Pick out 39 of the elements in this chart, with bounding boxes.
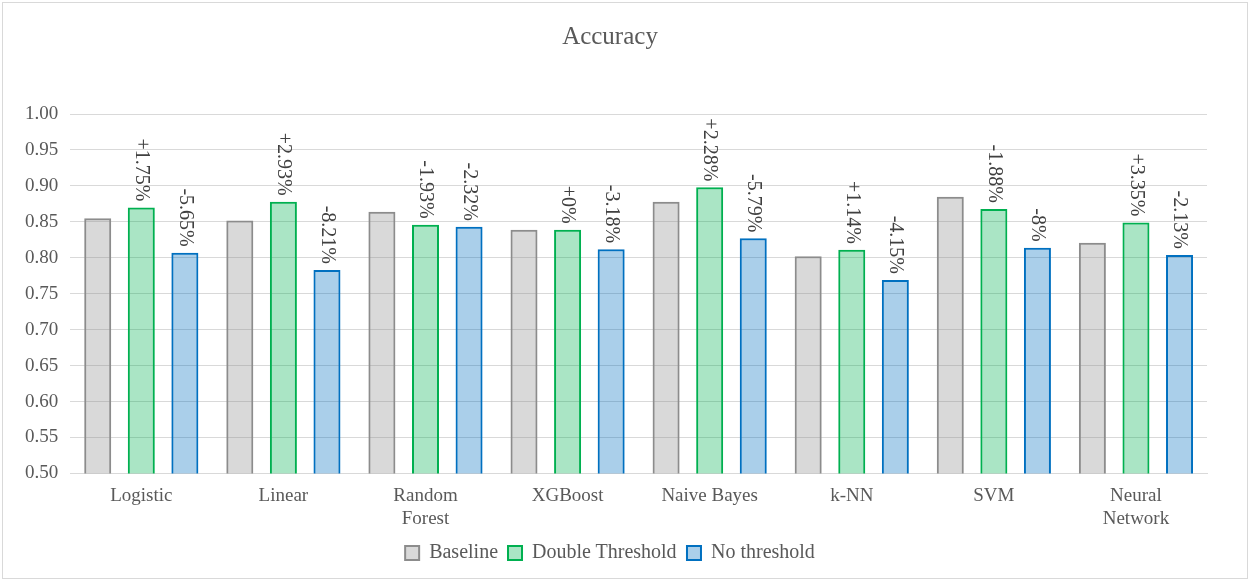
x-tick-label: k-NN [830, 483, 874, 505]
x-tick-label: Neural Network [1102, 483, 1170, 528]
annotation: -1.88% [984, 144, 1007, 203]
y-tick-label: 0.80 [25, 245, 59, 267]
annotation: -5.65% [175, 188, 198, 247]
annotation: -8% [1028, 208, 1051, 242]
x-tick-label: SVM [973, 483, 1015, 505]
legend-label: Double Threshold [532, 540, 677, 563]
y-tick-label: 0.90 [25, 173, 59, 195]
x-tick-label: Logistic [110, 483, 173, 505]
y-tick-label: 0.55 [25, 425, 59, 447]
annotation: +1.14% [842, 180, 865, 244]
annotation: -2.13% [1170, 190, 1193, 249]
annotation: -8.21% [317, 205, 340, 264]
annotation: +0% [558, 185, 581, 224]
x-tick-label: Naive Bayes [661, 483, 758, 505]
legend-label: No threshold [710, 540, 815, 563]
y-tick-label: 1.00 [25, 101, 59, 123]
annotation: -3.18% [601, 184, 624, 244]
annotation: +1.75% [132, 138, 155, 202]
annotation: -4.15% [886, 215, 909, 275]
annotation: -1.93% [416, 160, 439, 219]
y-tick-label: 0.85 [25, 209, 59, 231]
annotation: -5.79% [744, 174, 766, 233]
y-tick-label: 0.75 [25, 281, 59, 303]
y-tick-label: 0.50 [25, 461, 59, 483]
chart-title: Accuracy [562, 21, 659, 49]
x-tick-label: Linear [258, 483, 309, 505]
x-tick-label: XGBoost [531, 483, 605, 505]
annotation: +2.28% [700, 118, 723, 182]
annotation: -2.32% [459, 162, 482, 221]
y-tick-label: 0.65 [25, 353, 59, 375]
annotation: +2.93% [274, 132, 297, 196]
annotation: +3.35% [1126, 153, 1149, 217]
legend-label: Baseline [429, 540, 499, 563]
y-tick-label: 0.95 [25, 137, 59, 159]
y-tick-label: 0.60 [25, 389, 59, 411]
x-tick-label: Random Forest [393, 483, 458, 528]
y-tick-label: 0.70 [25, 317, 59, 339]
